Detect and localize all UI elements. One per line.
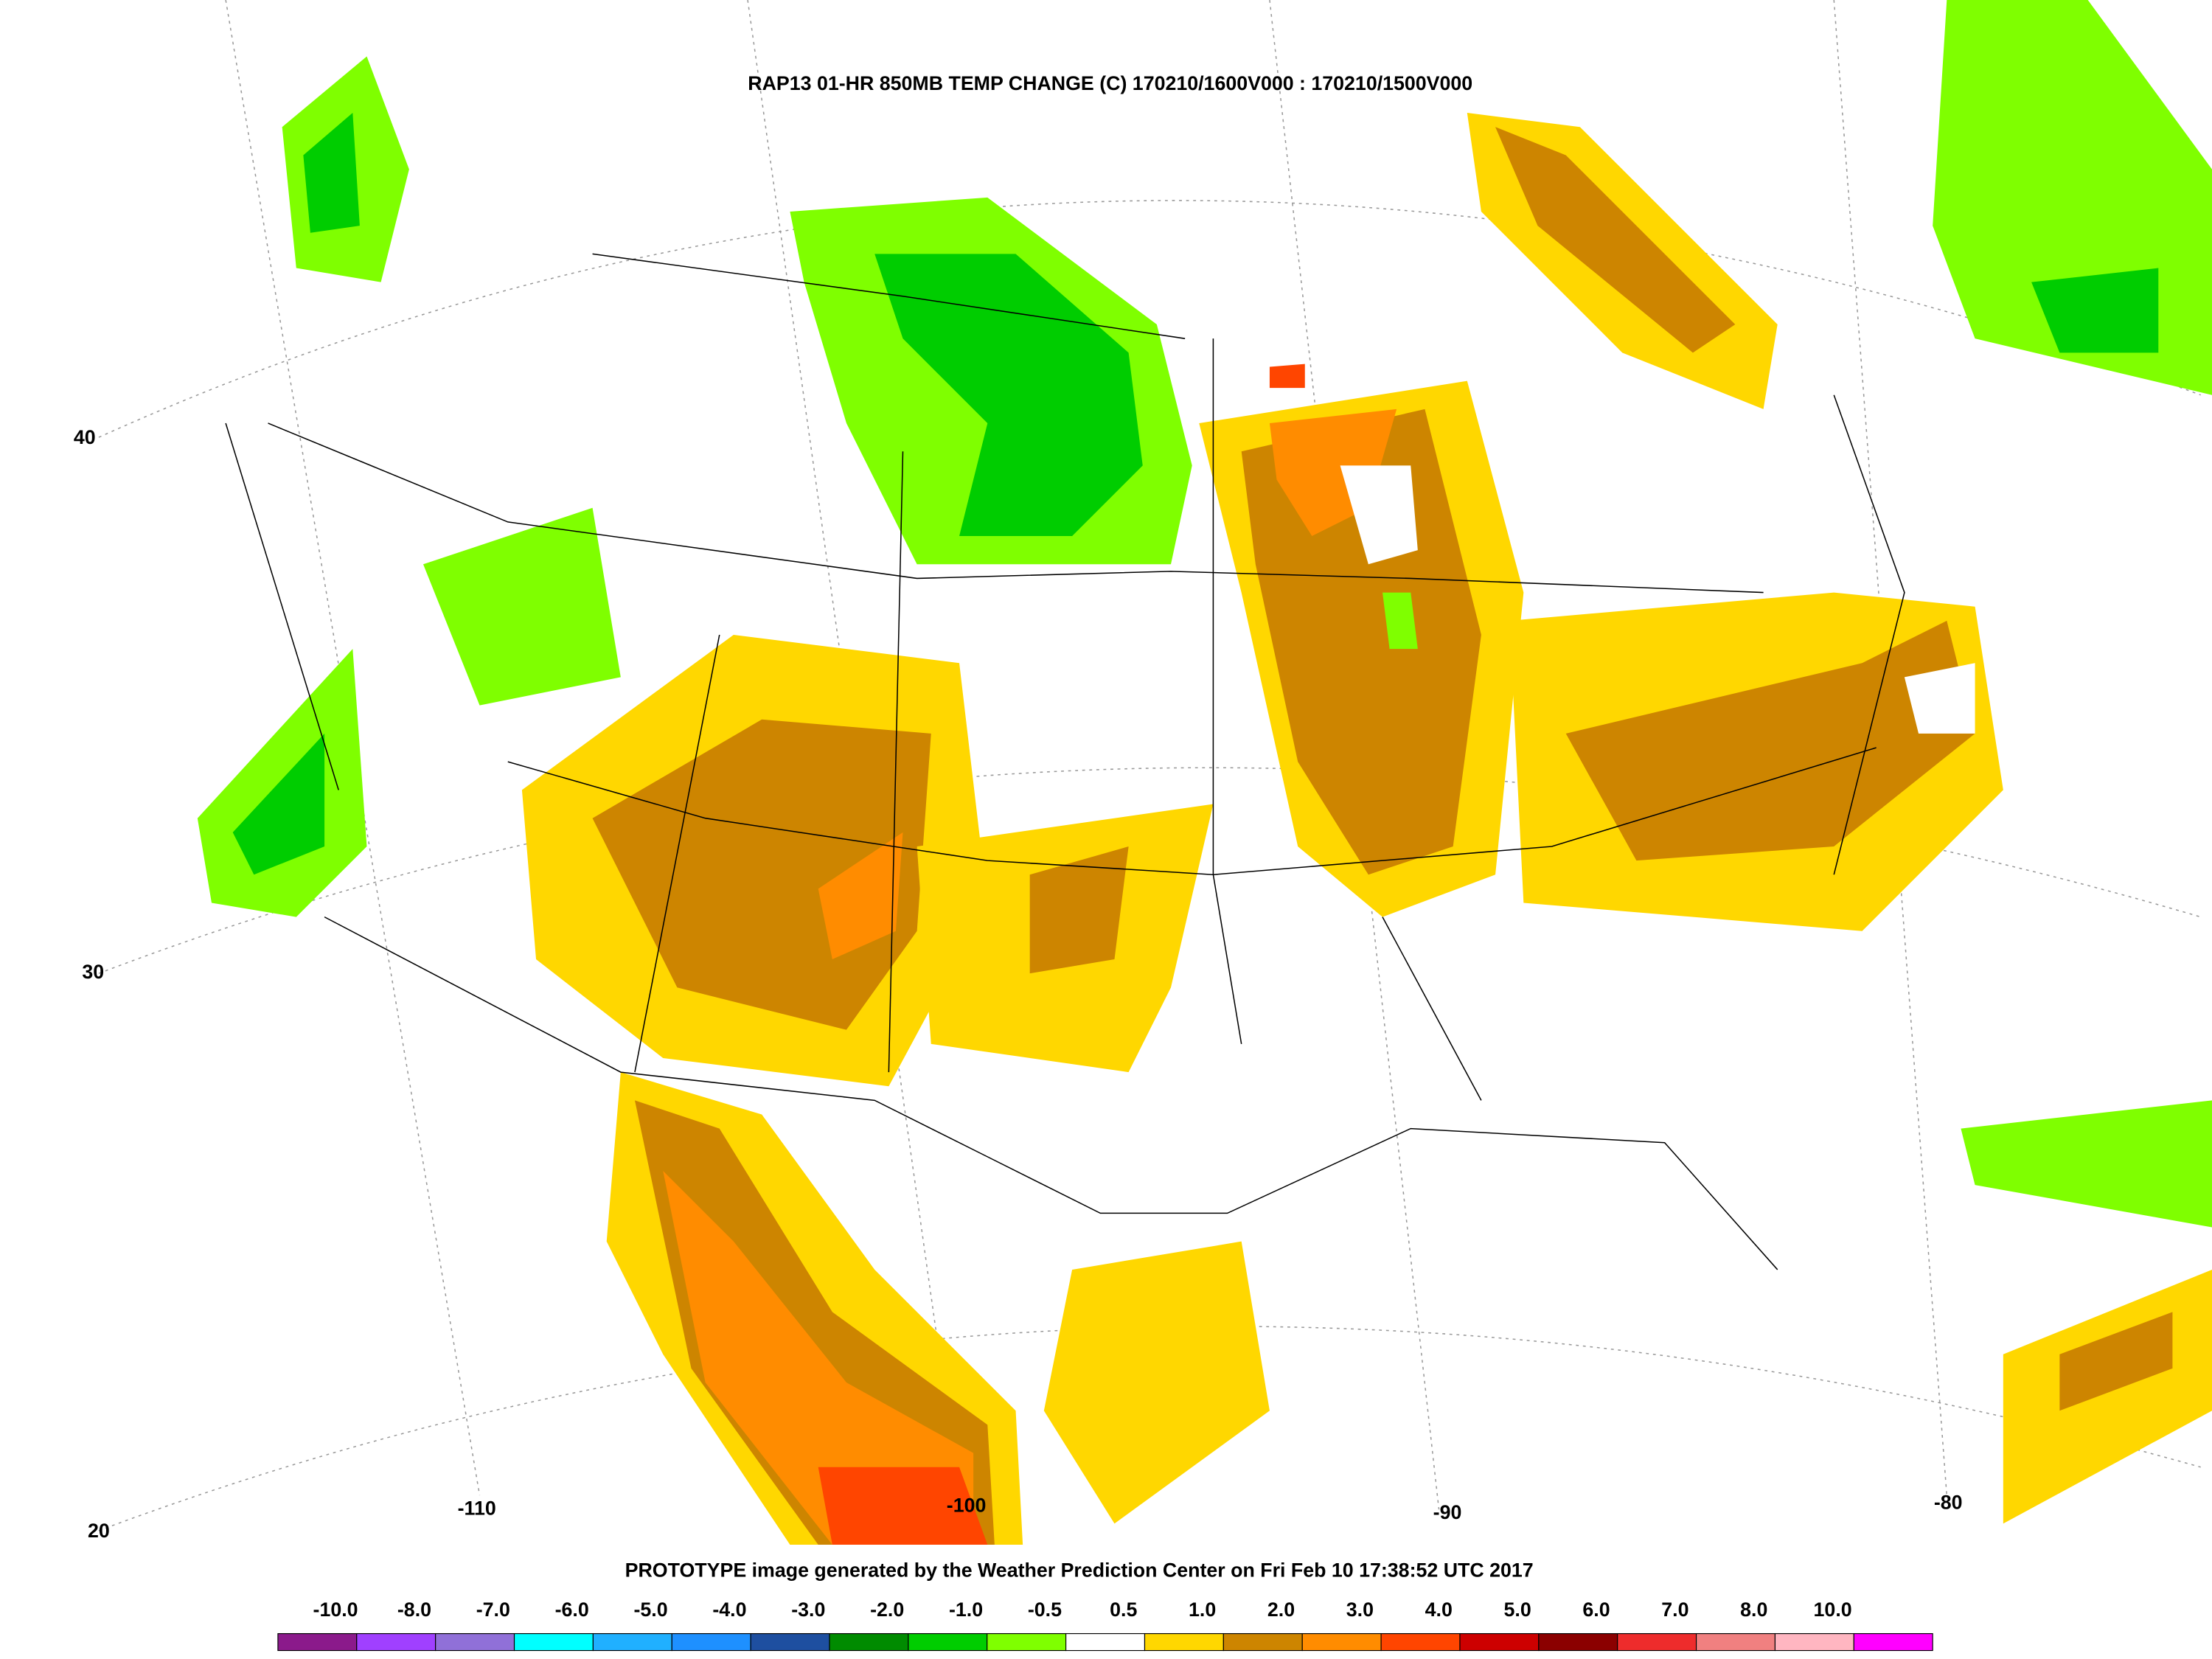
latitude-label: 40 <box>74 426 96 448</box>
colorbar-box <box>1695 1632 1776 1652</box>
colorbar-box <box>592 1632 672 1652</box>
colorbar-label: 3.0 <box>1346 1599 1374 1621</box>
colorbar-box <box>1222 1632 1303 1652</box>
map-title: RAP13 01-HR 850MB TEMP CHANGE (C) 170210… <box>748 72 1472 94</box>
colorbar-box <box>1774 1632 1854 1652</box>
colorbar-label: -10.0 <box>313 1599 358 1621</box>
longitude-label: -110 <box>458 1497 496 1519</box>
colorbar-box <box>1617 1632 1697 1652</box>
colorbar-label: -6.0 <box>555 1599 589 1621</box>
latitude-label: 30 <box>82 961 104 983</box>
colorbar-box <box>908 1632 988 1652</box>
colorbar-box <box>356 1632 437 1652</box>
colorbar-box <box>1853 1632 1933 1652</box>
colorbar-label: 7.0 <box>1661 1599 1688 1621</box>
colorbar-box <box>1144 1632 1224 1652</box>
colorbar-box <box>1301 1632 1382 1652</box>
colorbar-box <box>671 1632 751 1652</box>
colorbar-label: -3.0 <box>791 1599 825 1621</box>
colorbar-box <box>987 1632 1067 1652</box>
colorbar-label: 0.5 <box>1110 1599 1137 1621</box>
colorbar-label: -7.0 <box>476 1599 510 1621</box>
colorbar-box <box>1459 1632 1540 1652</box>
colorbar-label: -1.0 <box>949 1599 983 1621</box>
colorbar-box <box>513 1632 594 1652</box>
colorbar-label: -8.0 <box>397 1599 431 1621</box>
colorbar-label: 8.0 <box>1740 1599 1767 1621</box>
colorbar-label: 10.0 <box>1814 1599 1852 1621</box>
colorbar-label: 6.0 <box>1582 1599 1610 1621</box>
colorbar-label: -2.0 <box>870 1599 904 1621</box>
colorbar-label: -5.0 <box>633 1599 667 1621</box>
state-boundaries <box>225 253 1905 1270</box>
colorbar-label: -4.0 <box>712 1599 746 1621</box>
colorbar-box <box>1065 1632 1146 1652</box>
temperature-fields <box>197 0 2212 1545</box>
longitude-label: -100 <box>947 1494 987 1516</box>
colorbar-label: 2.0 <box>1267 1599 1295 1621</box>
longitude-label: -90 <box>1433 1501 1462 1523</box>
colorbar-box <box>435 1632 515 1652</box>
colorbar-box <box>829 1632 909 1652</box>
colorbar-box <box>1538 1632 1618 1652</box>
footer: PROTOTYPE image generated by the Weather… <box>625 1559 1534 1581</box>
colorbar-label: 1.0 <box>1189 1599 1216 1621</box>
colorbar-label: 4.0 <box>1425 1599 1453 1621</box>
latitude-label: 20 <box>88 1520 110 1542</box>
colorbar-box <box>277 1632 358 1652</box>
longitude-label: -80 <box>1934 1492 1963 1514</box>
colorbar-box <box>750 1632 830 1652</box>
colorbar-box <box>1380 1632 1461 1652</box>
colorbar-label: 5.0 <box>1504 1599 1531 1621</box>
colorbar-label: -0.5 <box>1028 1599 1062 1621</box>
